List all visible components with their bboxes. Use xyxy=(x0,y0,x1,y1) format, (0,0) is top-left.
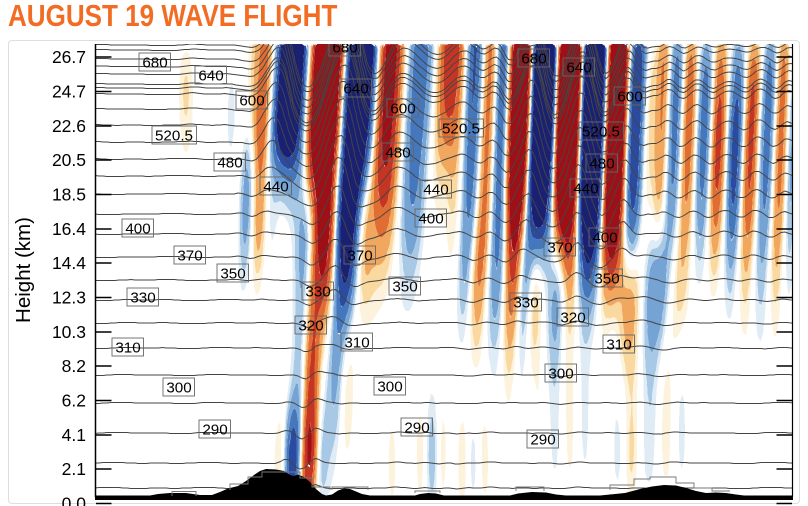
svg-text:310: 310 xyxy=(606,337,631,354)
svg-text:320: 320 xyxy=(560,310,585,327)
svg-text:370: 370 xyxy=(547,240,572,257)
svg-text:24.7: 24.7 xyxy=(52,82,86,102)
svg-text:480: 480 xyxy=(589,156,614,173)
svg-text:520.5: 520.5 xyxy=(582,124,620,141)
svg-text:20.5: 20.5 xyxy=(52,150,86,170)
svg-text:350: 350 xyxy=(594,271,619,288)
svg-text:640: 640 xyxy=(343,81,368,98)
svg-text:290: 290 xyxy=(404,420,429,437)
svg-text:330: 330 xyxy=(513,295,538,312)
svg-text:14.4: 14.4 xyxy=(52,253,86,273)
svg-text:16.4: 16.4 xyxy=(52,219,86,239)
svg-text:480: 480 xyxy=(385,145,410,162)
svg-text:310: 310 xyxy=(115,340,140,357)
svg-text:680: 680 xyxy=(521,51,546,68)
svg-text:300: 300 xyxy=(166,380,191,397)
svg-text:10.3: 10.3 xyxy=(52,322,86,342)
svg-text:350: 350 xyxy=(220,266,245,283)
svg-text:400: 400 xyxy=(125,221,150,238)
svg-text:600: 600 xyxy=(390,101,415,118)
svg-text:440: 440 xyxy=(423,182,448,199)
svg-text:310: 310 xyxy=(344,335,369,352)
svg-text:26.7: 26.7 xyxy=(52,47,86,67)
svg-text:320: 320 xyxy=(298,318,323,335)
svg-text:Height (km): Height (km) xyxy=(12,217,35,323)
svg-text:600: 600 xyxy=(617,89,642,106)
svg-text:290: 290 xyxy=(202,422,227,439)
svg-text:12.3: 12.3 xyxy=(52,288,86,308)
svg-text:18.5: 18.5 xyxy=(52,185,86,205)
svg-text:520.5: 520.5 xyxy=(442,121,480,138)
svg-text:0.0: 0.0 xyxy=(62,494,87,506)
svg-text:680: 680 xyxy=(332,40,357,57)
svg-text:520.5: 520.5 xyxy=(155,128,193,145)
svg-text:350: 350 xyxy=(392,279,417,296)
svg-text:400: 400 xyxy=(592,230,617,247)
svg-text:22.6: 22.6 xyxy=(52,116,86,136)
svg-text:330: 330 xyxy=(130,290,155,307)
svg-text:300: 300 xyxy=(377,379,402,396)
svg-text:300: 300 xyxy=(548,366,573,383)
svg-text:480: 480 xyxy=(217,155,242,172)
svg-text:290: 290 xyxy=(530,432,555,449)
svg-text:400: 400 xyxy=(418,211,443,228)
svg-text:600: 600 xyxy=(239,93,264,110)
svg-text:440: 440 xyxy=(573,181,598,198)
svg-text:370: 370 xyxy=(347,248,372,265)
svg-text:640: 640 xyxy=(566,60,591,77)
svg-text:4.1: 4.1 xyxy=(62,425,86,445)
svg-text:680: 680 xyxy=(142,55,167,72)
svg-text:2.1: 2.1 xyxy=(62,459,86,479)
svg-text:330: 330 xyxy=(305,284,330,301)
svg-text:640: 640 xyxy=(198,68,223,85)
svg-text:370: 370 xyxy=(177,248,202,265)
svg-text:8.2: 8.2 xyxy=(62,356,86,376)
svg-text:440: 440 xyxy=(263,179,288,196)
svg-text:6.2: 6.2 xyxy=(62,391,86,411)
